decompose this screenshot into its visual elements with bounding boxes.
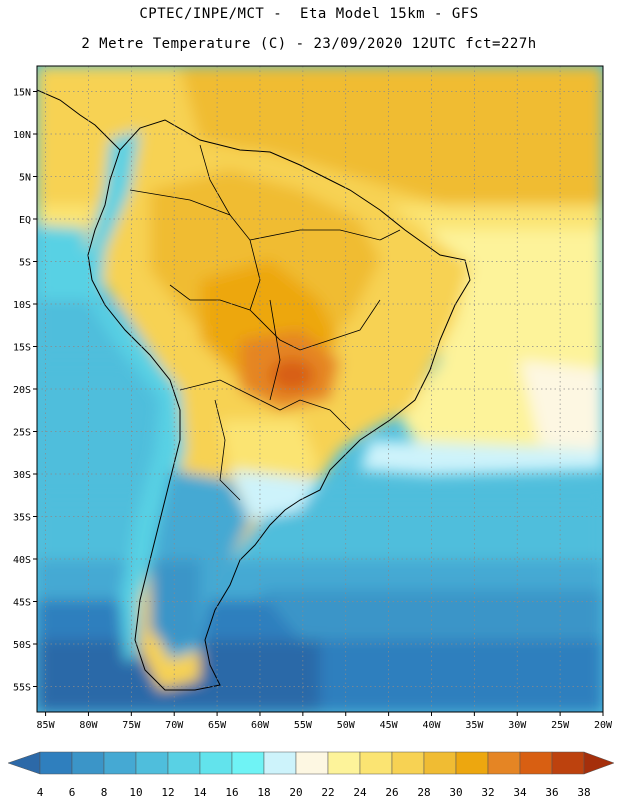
lon-tick-label: 65W (208, 720, 227, 731)
lon-tick-label: 25W (551, 720, 570, 731)
lon-tick-label: 45W (380, 720, 399, 731)
lat-tick-label: 15N (13, 88, 31, 99)
lon-tick-label: 20W (594, 720, 613, 731)
lon-tick-label: 70W (165, 720, 184, 731)
colorbar-cell (39, 751, 73, 775)
colorbar-high-arrow (583, 751, 615, 775)
colorbar-cell (519, 751, 553, 775)
lat-tick-label: 10N (13, 130, 31, 141)
colorbar-label: 36 (545, 786, 558, 799)
lon-tick-label: 30W (508, 720, 527, 731)
lat-tick-label: 30S (13, 470, 31, 481)
lat-tick-label: 15S (13, 343, 31, 354)
lon-tick-label: 55W (294, 720, 313, 731)
colorbar-label: 12 (161, 786, 174, 799)
lon-tick-label: 80W (79, 720, 98, 731)
central-america-coastline (37, 89, 121, 151)
lat-tick-label: 5N (19, 173, 31, 184)
lon-tick-label: 85W (37, 720, 56, 731)
latitude-tick-labels: 15N 10N 5N EQ 5S 10S 15S 20S 25S 30S 35S 40S 45S 50S 5… (13, 88, 37, 694)
colorbar-label: 26 (385, 786, 398, 799)
colorbar-label: 22 (321, 786, 334, 799)
colorbar-label: 8 (101, 786, 108, 799)
colorbar-cell (391, 751, 425, 775)
colorbar-cell (103, 751, 137, 775)
colorbar-label: 18 (257, 786, 270, 799)
longitude-tick-labels: 85W 80W 75W 70W 65W 60W 55W 50W 45W 40W 35W 30W 25W 2… (37, 712, 613, 731)
colorbar-cell (423, 751, 457, 775)
colorbar-label: 16 (225, 786, 238, 799)
map-title-line-2: 2 Metre Temperature (C) - 23/09/2020 12U… (81, 36, 537, 52)
lat-tick-label: 50S (13, 640, 31, 651)
lat-tick-label: 40S (13, 555, 31, 566)
colorbar-cell (487, 751, 521, 775)
colorbar-cell (455, 751, 489, 775)
colorbar-cell (295, 751, 329, 775)
lat-tick-label: 35S (13, 513, 31, 524)
colorbar-label: 24 (353, 786, 367, 799)
colorbar-label: 38 (577, 786, 590, 799)
lat-tick-label: 20S (13, 385, 31, 396)
map-title-line-1: CPTEC/INPE/MCT - Eta Model 15km - GFS (139, 6, 479, 22)
colorbar-label: 14 (193, 786, 207, 799)
lat-tick-label: 45S (13, 598, 31, 609)
south-america-coastline (87, 119, 471, 691)
colorbar-low-arrow (7, 751, 41, 775)
colorbar-label: 28 (417, 786, 430, 799)
colorbar-cell (231, 751, 265, 775)
colorbar-label: 20 (289, 786, 302, 799)
lon-tick-label: 60W (251, 720, 270, 731)
colorbar-label: 4 (37, 786, 44, 799)
colorbar-label: 6 (69, 786, 76, 799)
colorbar-label: 10 (129, 786, 142, 799)
temperature-field (37, 66, 603, 712)
colorbar-cell (551, 751, 585, 775)
lon-tick-label: 35W (465, 720, 484, 731)
colorbar-label: 30 (449, 786, 462, 799)
country-borders (129, 144, 401, 501)
colorbar-cell (199, 751, 233, 775)
lon-tick-label: 50W (337, 720, 356, 731)
colorbar-cell (327, 751, 361, 775)
lat-tick-label: 55S (13, 683, 31, 694)
colorbar-cell (359, 751, 393, 775)
colorbar-cell (167, 751, 201, 775)
lat-tick-label: 5S (19, 258, 31, 269)
colorbar-label: 34 (513, 786, 527, 799)
colorbar-cell (135, 751, 169, 775)
colorbar-cell (263, 751, 297, 775)
colorbar-cell (71, 751, 105, 775)
lon-tick-label: 40W (422, 720, 441, 731)
lat-tick-label: 25S (13, 428, 31, 439)
colorbar-label: 32 (481, 786, 494, 799)
lat-tick-label: 10S (13, 300, 31, 311)
lon-tick-label: 75W (122, 720, 141, 731)
lat-tick-label: EQ (19, 215, 31, 226)
